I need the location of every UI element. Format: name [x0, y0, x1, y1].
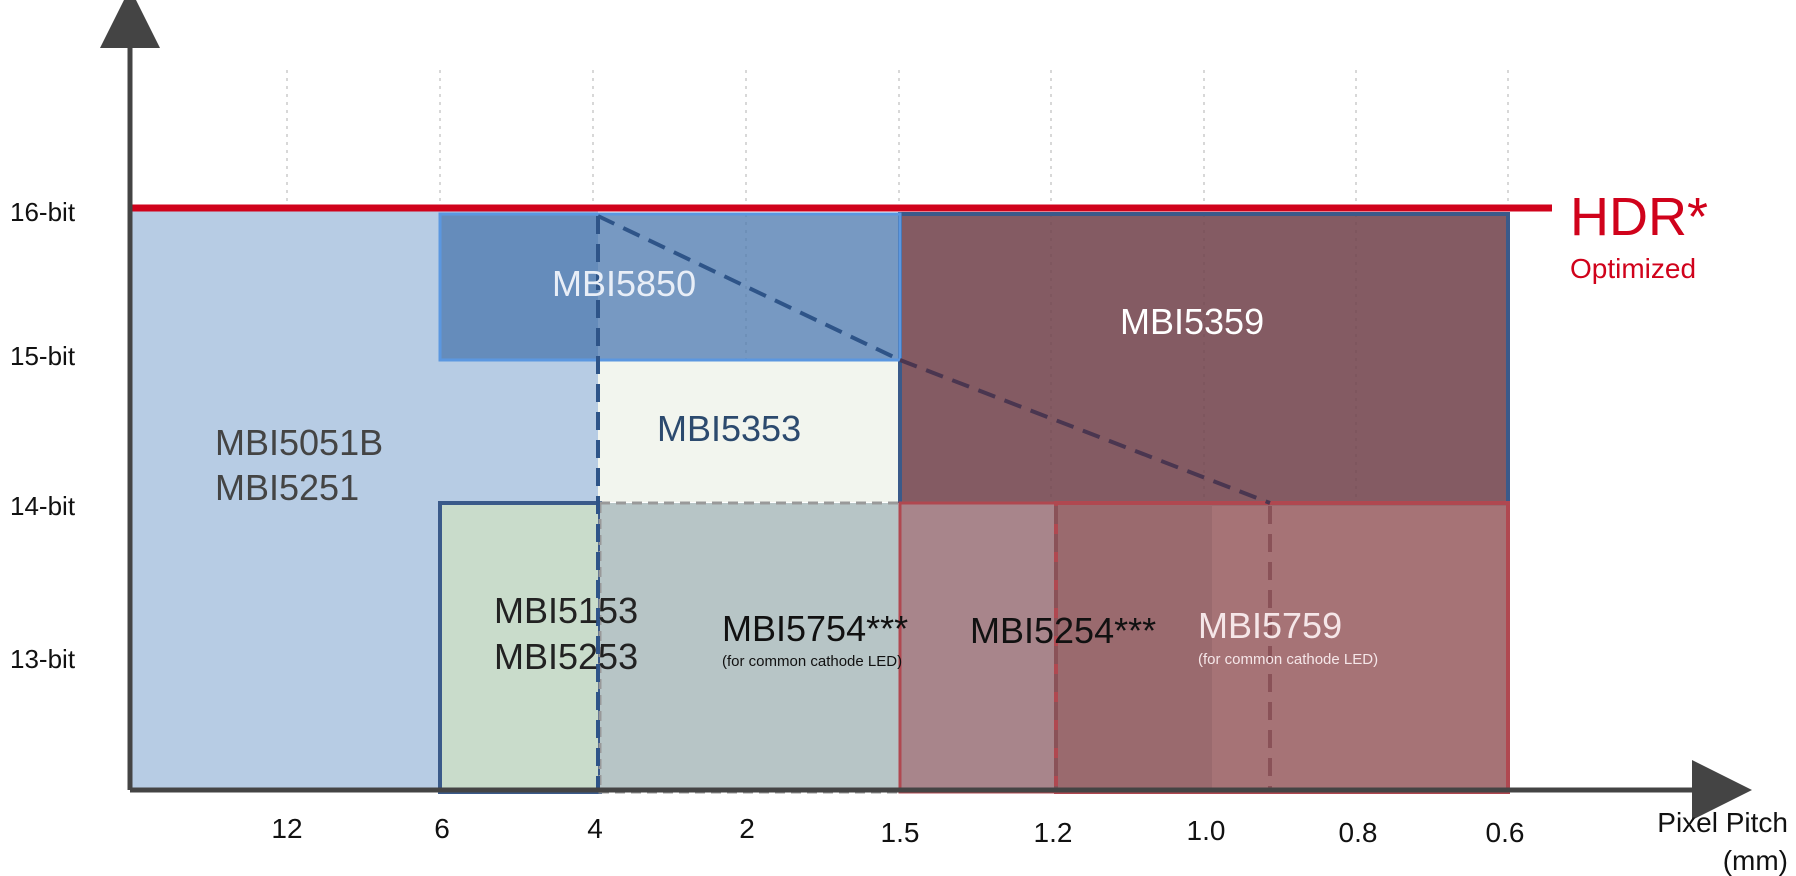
- regions: [130, 210, 1510, 794]
- region-labels: MBI5051B MBI5251 MBI5850 MBI5359 MBI5353…: [215, 263, 1378, 677]
- region-mbi5850: [438, 212, 902, 362]
- region-mbi5353: [598, 360, 900, 502]
- y-tick-13-bit: 13-bit: [10, 644, 76, 674]
- label-mbi5359: MBI5359: [1120, 301, 1264, 342]
- label-mbi5153: MBI5153: [494, 590, 638, 631]
- region-mbi5254: [898, 501, 1058, 794]
- x-tick-1-0: 1.0: [1187, 815, 1226, 846]
- x-tick-6: 6: [434, 813, 450, 844]
- region-mbi5359: [898, 212, 1510, 506]
- label-mbi5353: MBI5353: [657, 408, 801, 449]
- label-mbi5251: MBI5251: [215, 467, 359, 508]
- x-axis-label-line2: (mm): [1723, 845, 1788, 876]
- dashed-lines: [596, 214, 1272, 790]
- x-tick-1-2: 1.2: [1034, 817, 1073, 848]
- region-mbi5759-lighter: [1212, 506, 1506, 790]
- note-mbi5759: (for common cathode LED): [1198, 651, 1378, 668]
- label-mbi5254: MBI5254***: [970, 610, 1156, 651]
- x-tick-labels: 12 6 4 2 1.5 1.2 1.0 0.8 0.6: [271, 813, 1524, 848]
- y-tick-15-bit: 15-bit: [10, 341, 76, 371]
- region-mbi5754: [598, 501, 902, 794]
- label-mbi5759: MBI5759: [1198, 605, 1342, 646]
- label-mbi5051b: MBI5051B: [215, 422, 383, 463]
- region-mbi5153: [438, 501, 602, 794]
- label-mbi5253: MBI5253: [494, 636, 638, 677]
- x-tick-12: 12: [271, 813, 302, 844]
- hdr-title: HDR*: [1570, 187, 1708, 247]
- y-tick-16-bit: 16-bit: [10, 197, 76, 227]
- dashed-diagonal-mbi5359: [899, 358, 1271, 505]
- x-tick-2: 2: [739, 813, 755, 844]
- x-tick-0-8: 0.8: [1339, 817, 1378, 848]
- x-axis-label-line1: Pixel Pitch: [1657, 807, 1788, 838]
- x-tick-4: 4: [587, 813, 603, 844]
- note-mbi5754: (for common cathode LED): [722, 653, 902, 670]
- y-tick-14-bit: 14-bit: [10, 491, 76, 521]
- x-tick-0-6: 0.6: [1486, 817, 1525, 848]
- label-mbi5754: MBI5754***: [722, 608, 908, 649]
- label-mbi5850: MBI5850: [552, 263, 696, 304]
- x-tick-1-5: 1.5: [881, 817, 920, 848]
- hdr-subtitle: Optimized: [1570, 253, 1696, 284]
- y-tick-labels: 16-bit 15-bit 14-bit 13-bit: [10, 197, 76, 674]
